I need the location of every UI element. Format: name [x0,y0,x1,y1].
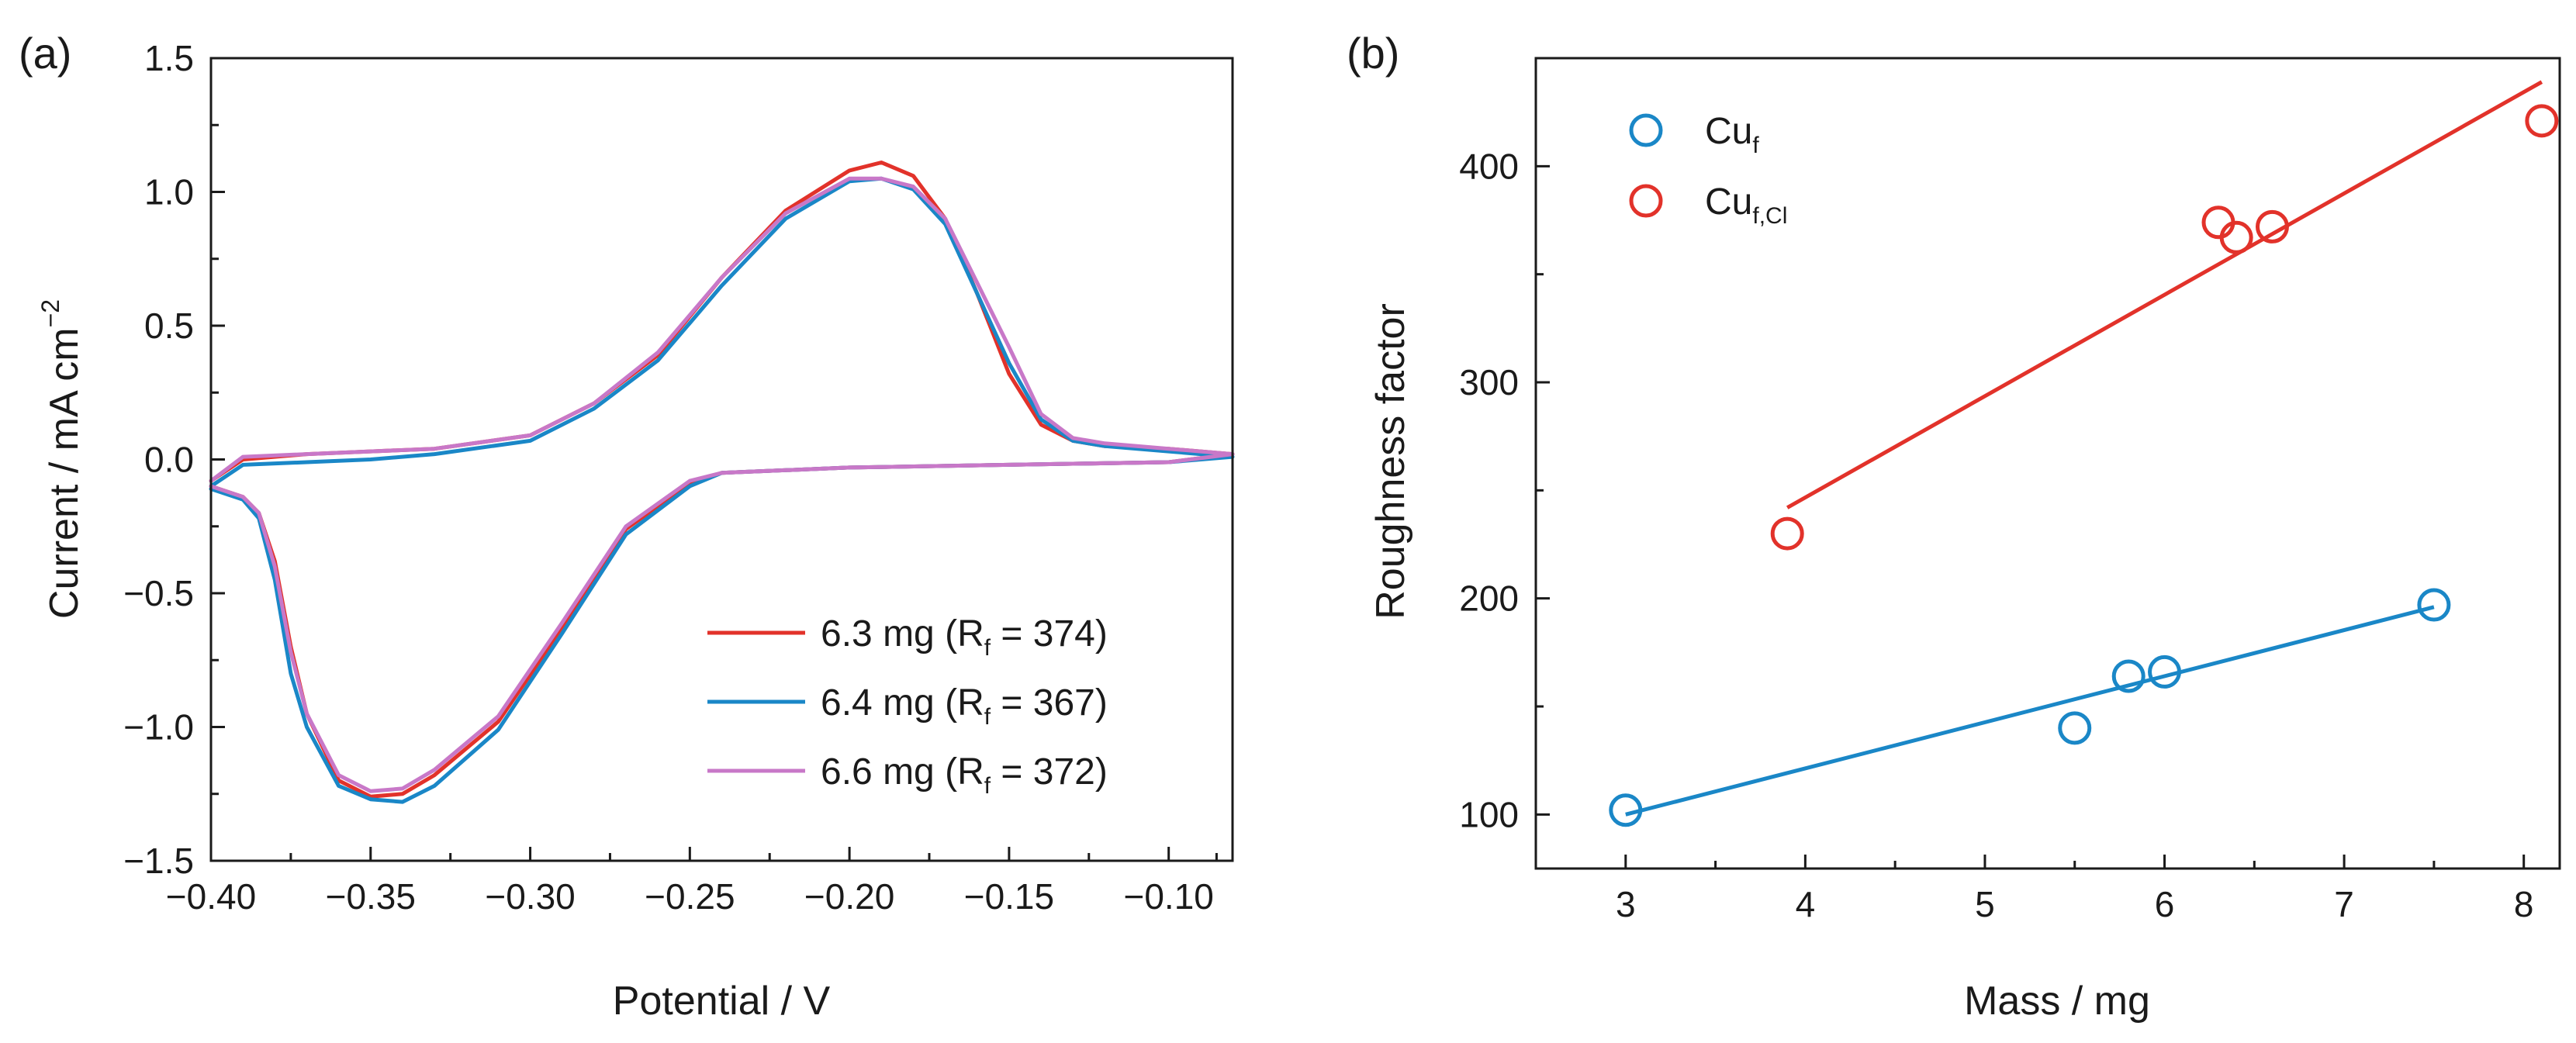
panel-a-xtick-label: −0.10 [1123,876,1213,917]
panel-a-ytick-label: −0.5 [123,573,194,613]
cv-curve-2 [209,176,1235,793]
scatter-point-1-3 [2255,209,2289,243]
panel-a-ytick-label: −1.0 [123,707,194,748]
panel-a-ytick-label: 1.0 [144,172,194,212]
panel-a-xtick-label: −0.15 [964,876,1054,917]
scatter-point-0-0 [1609,793,1643,827]
legend-label-6-4mg-sub: f [984,704,991,730]
scatter-point-1-4 [2525,104,2559,138]
panel-a-frame [209,57,1234,862]
panel-a-xtick-label: −0.20 [804,876,894,917]
legend-marker-cuf [1629,113,1663,147]
panel-b-ytick-label: 200 [1459,578,1519,619]
panel-a-xtick-label: −0.40 [166,876,256,917]
panel-a: (a) −0.40 −0.35 −0.30 −0.25 −0.20 −0.15 −0.10−… [19,29,1235,1024]
panel-b-series [1609,80,2559,827]
scatter-point-0-2 [2111,659,2146,693]
panel-a-y-axis-label-exp: −2 [36,299,64,327]
panel-a-ytick-label: 0.5 [144,306,194,346]
cv-curve-1 [209,176,1235,804]
panel-a-x-axis-label: Potential / V [613,979,831,1024]
panel-a-ytick-label: 0.0 [144,440,194,480]
panel-a-series [209,161,1235,804]
panel-b-ytick-label: 400 [1459,146,1519,186]
legend-marker-cufcl [1629,184,1663,218]
scatter-point-1-0 [1770,516,1804,551]
legend-label-6-3mg-sub: f [984,635,991,661]
legend-label-6-3mg: 6.3 mg (Rf = 374) [821,613,1108,661]
legend-label-cuf-sub: f [1752,133,1759,158]
legend-label-6-6mg-sub: f [984,773,991,799]
legend-label-cufcl: Cuf,Cl [1705,181,1787,229]
panel-b-grid-ticks: 3 4 5 6 7 8 100 200 300 400 [1459,146,2533,924]
panel-b-frame [1534,57,2561,870]
legend-label-cuf: Cuf [1705,111,1759,158]
panel-b-ytick-label: 300 [1459,362,1519,402]
panel-a-grid-ticks: −0.40 −0.35 −0.30 −0.25 −0.20 −0.15 −0.10 −1.5 −… [123,38,1218,917]
scatter-point-1-2 [2219,220,2253,254]
panel-a-xtick-label: −0.25 [645,876,735,917]
legend-label-cufcl-sub: f,Cl [1752,203,1787,229]
panel-b-legend: Cuf Cuf,Cl [1629,111,1787,229]
panel-a-y-axis-label: Current / mA cm−2 [36,299,87,619]
panel-a-ytick-label: −1.5 [123,841,194,881]
panel-b: (b) 3 4 5 6 7 8 100 200 300 400 Mass / mg Roughne… [1347,29,2561,1024]
panel-a-legend: 6.3 mg (Rf = 374) 6.4 mg (Rf = 367) 6.6 … [707,613,1108,799]
panel-b-ytick-label: 100 [1459,794,1519,834]
legend-label-6-4mg: 6.4 mg (Rf = 367) [821,682,1108,730]
scatter-point-1-1 [2201,205,2235,240]
panel-b-xtick-label: 6 [2155,884,2175,924]
panel-b-label: (b) [1347,29,1399,78]
fit-line-0 [1625,605,2435,817]
panel-b-xtick-label: 7 [2334,884,2354,924]
panel-a-xtick-label: −0.30 [485,876,575,917]
panel-b-y-axis-label: Roughness factor [1368,303,1413,620]
panel-a-ytick-label: 1.5 [144,38,194,78]
panel-b-xtick-label: 5 [1975,884,1995,924]
panel-b-xtick-label: 4 [1796,884,1816,924]
panel-b-xtick-label: 8 [2514,884,2534,924]
panel-a-xtick-label: −0.35 [326,876,416,917]
scatter-point-0-4 [2417,588,2451,622]
scatter-point-0-1 [2058,711,2092,745]
scatter-point-0-3 [2148,654,2182,689]
panel-b-xtick-label: 3 [1616,884,1636,924]
panel-a-label: (a) [19,29,71,78]
legend-label-6-6mg: 6.6 mg (Rf = 372) [821,751,1108,799]
fit-line-1 [1786,80,2543,509]
panel-b-x-axis-label: Mass / mg [1964,979,2150,1024]
